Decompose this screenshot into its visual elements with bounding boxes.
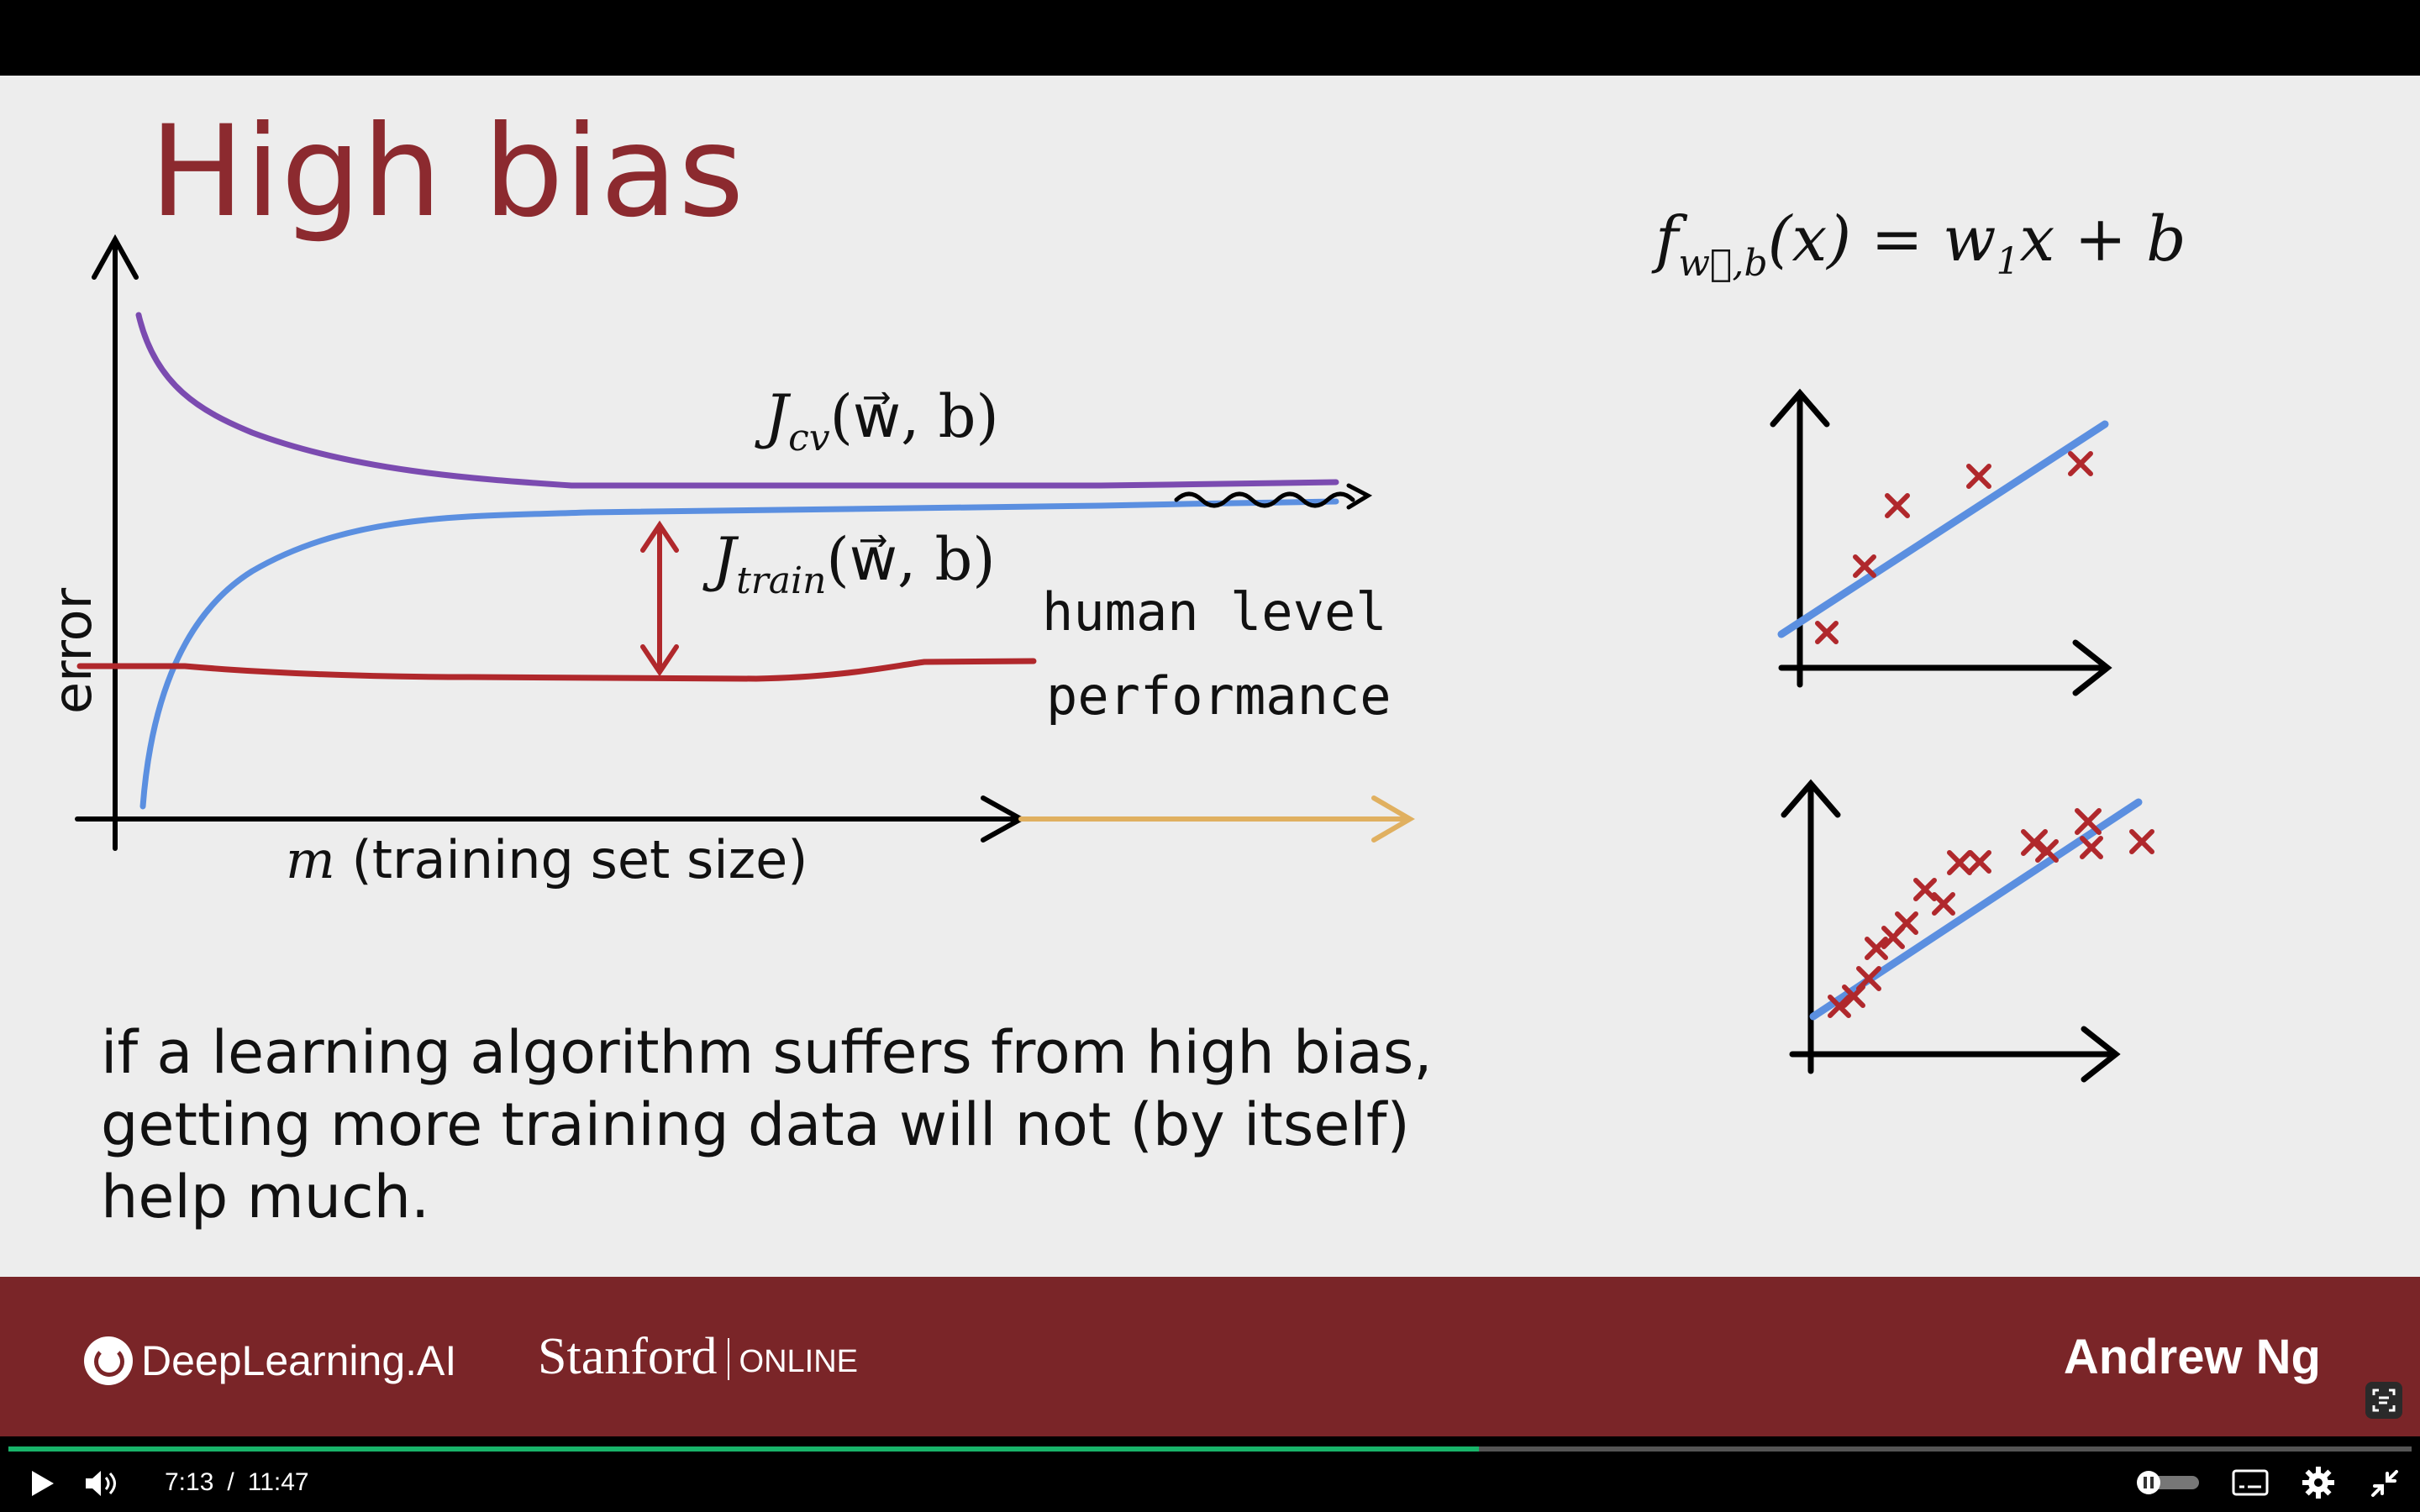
gear-icon: [2302, 1467, 2334, 1499]
time-display: 7:13 / 11:47: [158, 1468, 316, 1497]
presenter-name: Andrew Ng: [2063, 1330, 2321, 1384]
captions-icon: [2232, 1469, 2269, 1496]
transcript-button[interactable]: [2365, 1382, 2402, 1419]
autoplay-toggle[interactable]: [2130, 1470, 2206, 1495]
gap-double-arrow: [640, 520, 679, 677]
play-icon: [32, 1471, 54, 1496]
caption-line: help much.: [101, 1163, 430, 1231]
volume-button[interactable]: [82, 1467, 121, 1500]
current-time: 7:13: [165, 1468, 214, 1496]
toggle-switch-icon: [2137, 1471, 2199, 1494]
y-axis-label: error: [42, 587, 103, 714]
cv-curve-label: Jcv(w⃗, b): [755, 382, 999, 459]
human-level-label: human level: [1042, 581, 1387, 643]
caption-line: getting more training data will not (by …: [101, 1090, 1410, 1159]
slide-graphics: Jcv(w⃗, b) Jtrain(w⃗, b) human level per…: [42, 203, 2186, 1083]
train-error-curve: [139, 498, 1339, 810]
x-axis-label: m (training set size): [286, 829, 808, 890]
duration: 11:47: [247, 1468, 309, 1496]
captions-button[interactable]: [2231, 1468, 2270, 1497]
brand-divider: [727, 1338, 729, 1380]
online-label: ONLINE: [739, 1344, 859, 1379]
settings-button[interactable]: [2301, 1465, 2336, 1500]
university-name: Stanford: [538, 1328, 718, 1385]
brand-name: DeepLearning.AI: [141, 1337, 457, 1384]
small-fit-plot-few-points: [1770, 388, 2112, 696]
deeplearning-ai-brand: DeepLearning.AI: [84, 1331, 456, 1390]
deeplearning-logo-icon: [84, 1336, 133, 1385]
cv-error-curve: [135, 312, 1339, 489]
exit-fullscreen-button[interactable]: [2368, 1467, 2402, 1500]
train-curve-label: Jtrain(w⃗, b): [702, 525, 996, 602]
progress-bar[interactable]: [8, 1446, 2412, 1452]
video-player-controls: 7:13 / 11:47: [0, 1436, 2420, 1512]
top-letterbox: [0, 0, 2420, 76]
play-button[interactable]: [25, 1467, 59, 1500]
time-separator: /: [227, 1468, 234, 1496]
performance-label: performance: [1046, 665, 1392, 727]
slide-title: High bias: [150, 99, 745, 245]
more-data-arrow: [1018, 795, 1415, 843]
slide: High bias Jc: [0, 76, 2420, 1277]
model-formula: fw⃗,b(x) = w1x + b: [1651, 203, 2186, 285]
exit-fullscreen-icon: [2371, 1470, 2398, 1497]
volume-icon: [86, 1471, 116, 1496]
slide-caption: if a learning algorithm suffers from hig…: [101, 1016, 1529, 1233]
human-level-line: [76, 658, 1037, 682]
small-fit-plot-many-points: [1781, 779, 2154, 1083]
slide-footer: DeepLearning.AI Stanford ONLINE Andrew N…: [0, 1277, 2420, 1436]
caption-line: if a learning algorithm suffers from hig…: [101, 1018, 1433, 1087]
stanford-online-brand: Stanford ONLINE: [538, 1327, 858, 1387]
plateau-squiggle-arrow: [1174, 483, 1373, 510]
transcript-icon: [2372, 1389, 2396, 1412]
progress-fill: [8, 1446, 1480, 1452]
learning-curve-axes: [75, 234, 1027, 851]
